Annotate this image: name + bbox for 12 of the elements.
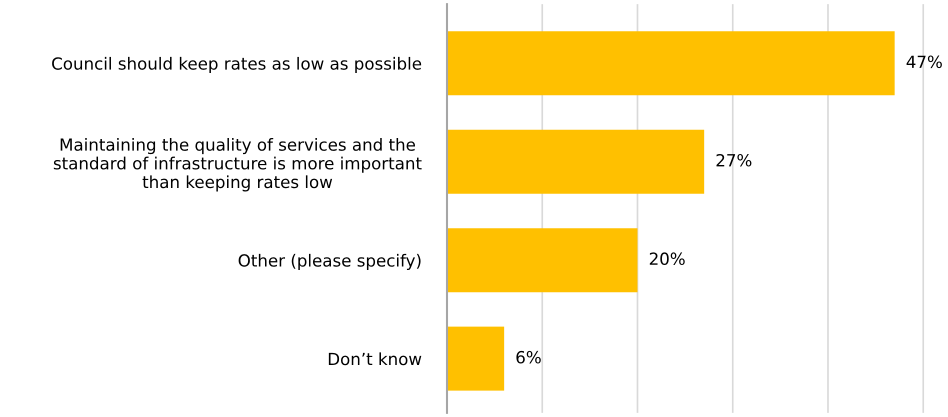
data-label: 27% <box>716 154 752 167</box>
y-tick-label: Council should keep rates as low as possible <box>52 56 422 74</box>
bar <box>447 31 895 96</box>
y-tick-label: Other (please specify) <box>238 254 421 270</box>
y-tick-label: Maintaining the quality of services and the standard of infrastructure is more important than keeping rates low <box>54 138 422 192</box>
y-tick-label: Don’t know <box>328 352 422 366</box>
bar <box>447 326 504 391</box>
bar <box>447 228 638 292</box>
data-label: 47% <box>906 55 942 68</box>
data-label: 20% <box>650 252 685 266</box>
data-label: 6% <box>516 350 541 364</box>
bar <box>447 130 704 194</box>
